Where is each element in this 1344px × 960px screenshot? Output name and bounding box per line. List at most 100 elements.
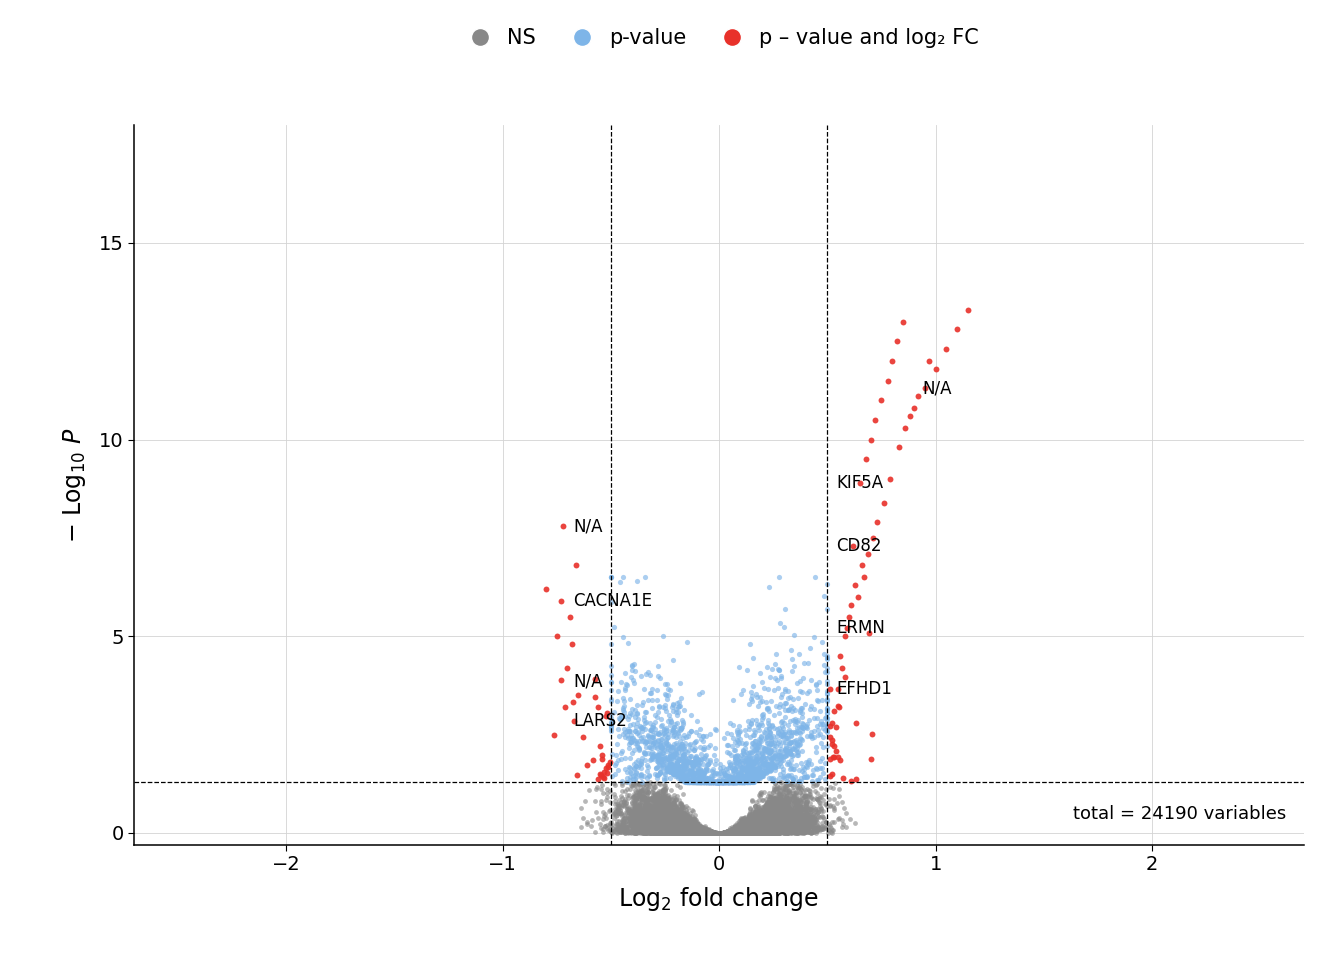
Point (652, 813, 673, 828)
Point (749, 824, 770, 839)
Point (664, 823, 685, 838)
Point (664, 823, 685, 838)
Point (739, 825, 761, 840)
Point (751, 824, 773, 839)
Point (745, 819, 766, 834)
Point (718, 825, 739, 840)
Point (673, 823, 695, 838)
Point (737, 816, 758, 831)
Point (710, 826, 731, 841)
Point (708, 826, 730, 841)
Point (737, 822, 758, 837)
Point (730, 825, 751, 840)
Point (687, 825, 708, 840)
Point (681, 823, 703, 838)
Point (766, 803, 788, 818)
Point (645, 819, 667, 834)
Point (702, 825, 723, 840)
Point (707, 826, 728, 841)
Point (730, 820, 751, 835)
Point (782, 803, 804, 818)
Point (777, 816, 798, 831)
Point (781, 814, 802, 829)
Point (665, 817, 687, 832)
Point (784, 819, 805, 834)
Point (759, 815, 781, 830)
Point (745, 818, 766, 833)
Point (663, 797, 684, 812)
Point (711, 826, 732, 841)
Point (696, 826, 718, 841)
Point (673, 824, 695, 839)
Point (692, 756, 714, 772)
Point (699, 825, 720, 840)
Point (741, 822, 762, 837)
Point (778, 767, 800, 782)
Point (689, 826, 711, 841)
Point (727, 825, 749, 840)
Point (773, 820, 794, 835)
Point (759, 817, 781, 832)
Point (714, 826, 735, 841)
Point (724, 825, 746, 840)
Point (676, 821, 698, 836)
Point (661, 822, 683, 837)
Point (699, 826, 720, 841)
Point (765, 809, 786, 825)
Point (759, 823, 781, 838)
Point (691, 824, 712, 839)
Point (618, 708, 640, 724)
Point (739, 825, 761, 840)
Point (761, 824, 782, 839)
Point (770, 820, 792, 835)
Point (675, 822, 696, 837)
Point (724, 825, 746, 840)
Point (739, 825, 761, 840)
Point (724, 825, 746, 840)
Point (679, 826, 700, 841)
Point (706, 826, 727, 841)
Point (775, 825, 797, 840)
Point (665, 825, 687, 840)
Point (742, 824, 763, 839)
Point (723, 825, 745, 840)
Point (684, 824, 706, 839)
Point (728, 826, 750, 841)
Point (707, 826, 728, 841)
Point (742, 820, 763, 835)
Point (716, 825, 738, 840)
Point (727, 825, 749, 840)
Point (728, 825, 750, 840)
Point (655, 821, 676, 836)
Point (739, 822, 761, 837)
Point (657, 794, 679, 809)
Point (689, 824, 711, 839)
Point (722, 825, 743, 840)
Point (684, 826, 706, 841)
Point (785, 821, 806, 836)
Point (677, 824, 699, 839)
Point (759, 812, 781, 828)
Point (722, 825, 743, 840)
Point (676, 821, 698, 836)
Point (659, 818, 680, 833)
Point (700, 826, 722, 841)
Point (653, 826, 675, 841)
Point (671, 825, 692, 840)
Point (704, 825, 726, 840)
Point (660, 683, 681, 698)
Point (595, 708, 617, 724)
Point (708, 826, 730, 841)
Point (769, 737, 790, 753)
Point (763, 799, 785, 814)
Point (722, 824, 743, 839)
Point (696, 824, 718, 839)
Point (708, 826, 730, 841)
Point (742, 825, 763, 840)
Point (794, 696, 816, 711)
Point (741, 819, 762, 834)
Point (751, 675, 773, 690)
Point (679, 824, 700, 839)
Point (698, 770, 719, 785)
Point (718, 826, 739, 841)
